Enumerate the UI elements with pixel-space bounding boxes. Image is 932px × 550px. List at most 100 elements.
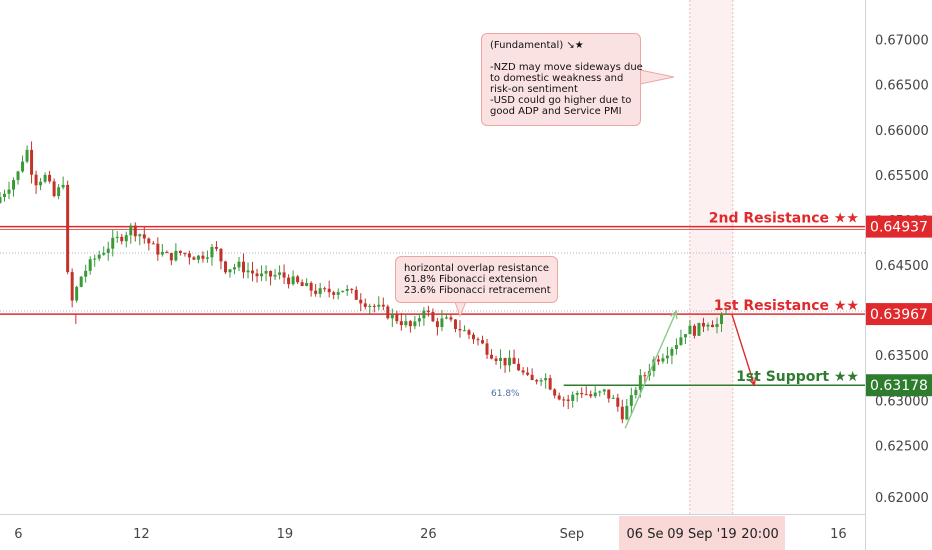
candle-body	[106, 248, 110, 253]
candle-body	[422, 310, 426, 319]
candle-body	[332, 292, 336, 295]
candle-body	[210, 246, 214, 258]
overlap-callout: horizontal overlap resistance 61.8% Fibon…	[395, 256, 558, 303]
y-tick-label: 0.62000	[875, 491, 929, 506]
candle-body	[566, 399, 570, 401]
x-highlight-label: 20:00	[741, 527, 778, 542]
candle-body	[97, 254, 101, 259]
candle-body	[377, 304, 381, 307]
candle-body	[494, 358, 498, 361]
x-highlight-label: 06 Se	[627, 527, 664, 542]
callout-line: good ADP and Service PMI	[490, 106, 622, 117]
candle-body	[88, 259, 92, 271]
y-tick-label: 0.63500	[875, 349, 929, 364]
candle-body	[368, 305, 372, 307]
candle-body	[643, 375, 647, 377]
candle-body	[323, 288, 327, 290]
candle-body	[273, 274, 277, 277]
x-tick-label: 16	[830, 527, 847, 542]
candle-body	[7, 189, 11, 194]
candle-body	[620, 406, 624, 420]
candle-body	[665, 355, 669, 359]
candle-body	[142, 234, 146, 239]
candle-body	[381, 304, 385, 307]
level-value: 0.63967	[870, 307, 928, 323]
candle-body	[174, 250, 178, 261]
candle-body	[512, 357, 516, 364]
price-axis[interactable]: 0.625000.630000.635000.640000.645000.650…	[865, 0, 929, 550]
candle-body	[25, 149, 29, 162]
candle-body	[187, 253, 191, 258]
candle-body	[79, 276, 83, 287]
callout-line: (Fundamental) ↘★	[490, 40, 584, 51]
candle-body	[115, 236, 119, 238]
candle-body	[634, 389, 638, 396]
y-tick-label: 0.65500	[875, 169, 929, 184]
candle-body	[354, 289, 358, 300]
candle-body	[670, 349, 674, 356]
candle-body	[508, 357, 512, 366]
candle-body	[246, 270, 250, 273]
candle-body	[84, 270, 88, 277]
x-tick-label: Sep	[560, 527, 585, 542]
candle-body	[720, 314, 724, 324]
candle-body	[345, 288, 349, 291]
candle-body	[701, 322, 705, 327]
callout-line: -USD could go higher due to	[490, 95, 632, 106]
candle-body	[431, 311, 435, 322]
candle-body	[679, 337, 683, 345]
callout-line: -NZD may move sideways due	[490, 62, 643, 73]
candle-body	[408, 321, 412, 327]
candle-body	[386, 306, 390, 319]
candle-body	[165, 251, 169, 253]
candle-body	[476, 339, 480, 341]
candle-body	[710, 324, 714, 328]
candle-body	[129, 225, 133, 236]
candle-body	[147, 238, 151, 244]
candle-body	[471, 334, 475, 340]
y-tick-label: 0.62500	[875, 439, 929, 454]
candle-body	[201, 255, 205, 259]
candle-body	[183, 253, 187, 255]
candle-body	[305, 282, 309, 286]
candle-body	[228, 269, 232, 273]
candle-body	[75, 286, 79, 301]
candle-body	[57, 187, 61, 197]
level-value-tag	[866, 374, 932, 397]
level-value: 0.64937	[870, 220, 928, 236]
y-tick-label: 0.64500	[875, 259, 929, 274]
candle-body	[282, 272, 286, 278]
candle-body	[580, 393, 584, 395]
candle-body	[48, 174, 52, 182]
candles	[0, 141, 728, 424]
candle-body	[395, 313, 399, 322]
candle-body	[16, 171, 20, 181]
candle-body	[30, 149, 34, 175]
x-tick-label: 12	[133, 527, 150, 542]
candle-body	[350, 288, 354, 290]
candle-body	[557, 395, 561, 400]
candle-body	[3, 193, 7, 198]
time-axis-highlight	[619, 516, 785, 550]
time-axis[interactable]: 6 12 19 26 Sep 16 06 Se 09 Sep '19 20:00	[0, 514, 865, 550]
candle-body	[264, 270, 268, 274]
candle-body	[467, 330, 471, 335]
candle-body	[706, 324, 710, 327]
candle-body	[526, 372, 530, 375]
candle-body	[426, 310, 430, 312]
candle-body	[372, 305, 376, 307]
level-labels: 2nd Resistance ★★ 0.64937 1st Resistance ★…	[709, 211, 932, 397]
candle-body	[683, 334, 687, 338]
candle-body	[359, 299, 363, 304]
candle-body	[458, 328, 462, 331]
fundamental-callout-pointer	[639, 69, 675, 85]
candle-body	[242, 261, 246, 273]
candle-body	[548, 378, 552, 390]
candle-body	[571, 394, 575, 401]
candle-body	[133, 225, 137, 237]
y-tick-label: 0.63000	[875, 394, 929, 409]
level-name: 1st Resistance ★★	[714, 298, 859, 314]
candle-body	[0, 197, 2, 203]
candle-body	[674, 344, 678, 350]
